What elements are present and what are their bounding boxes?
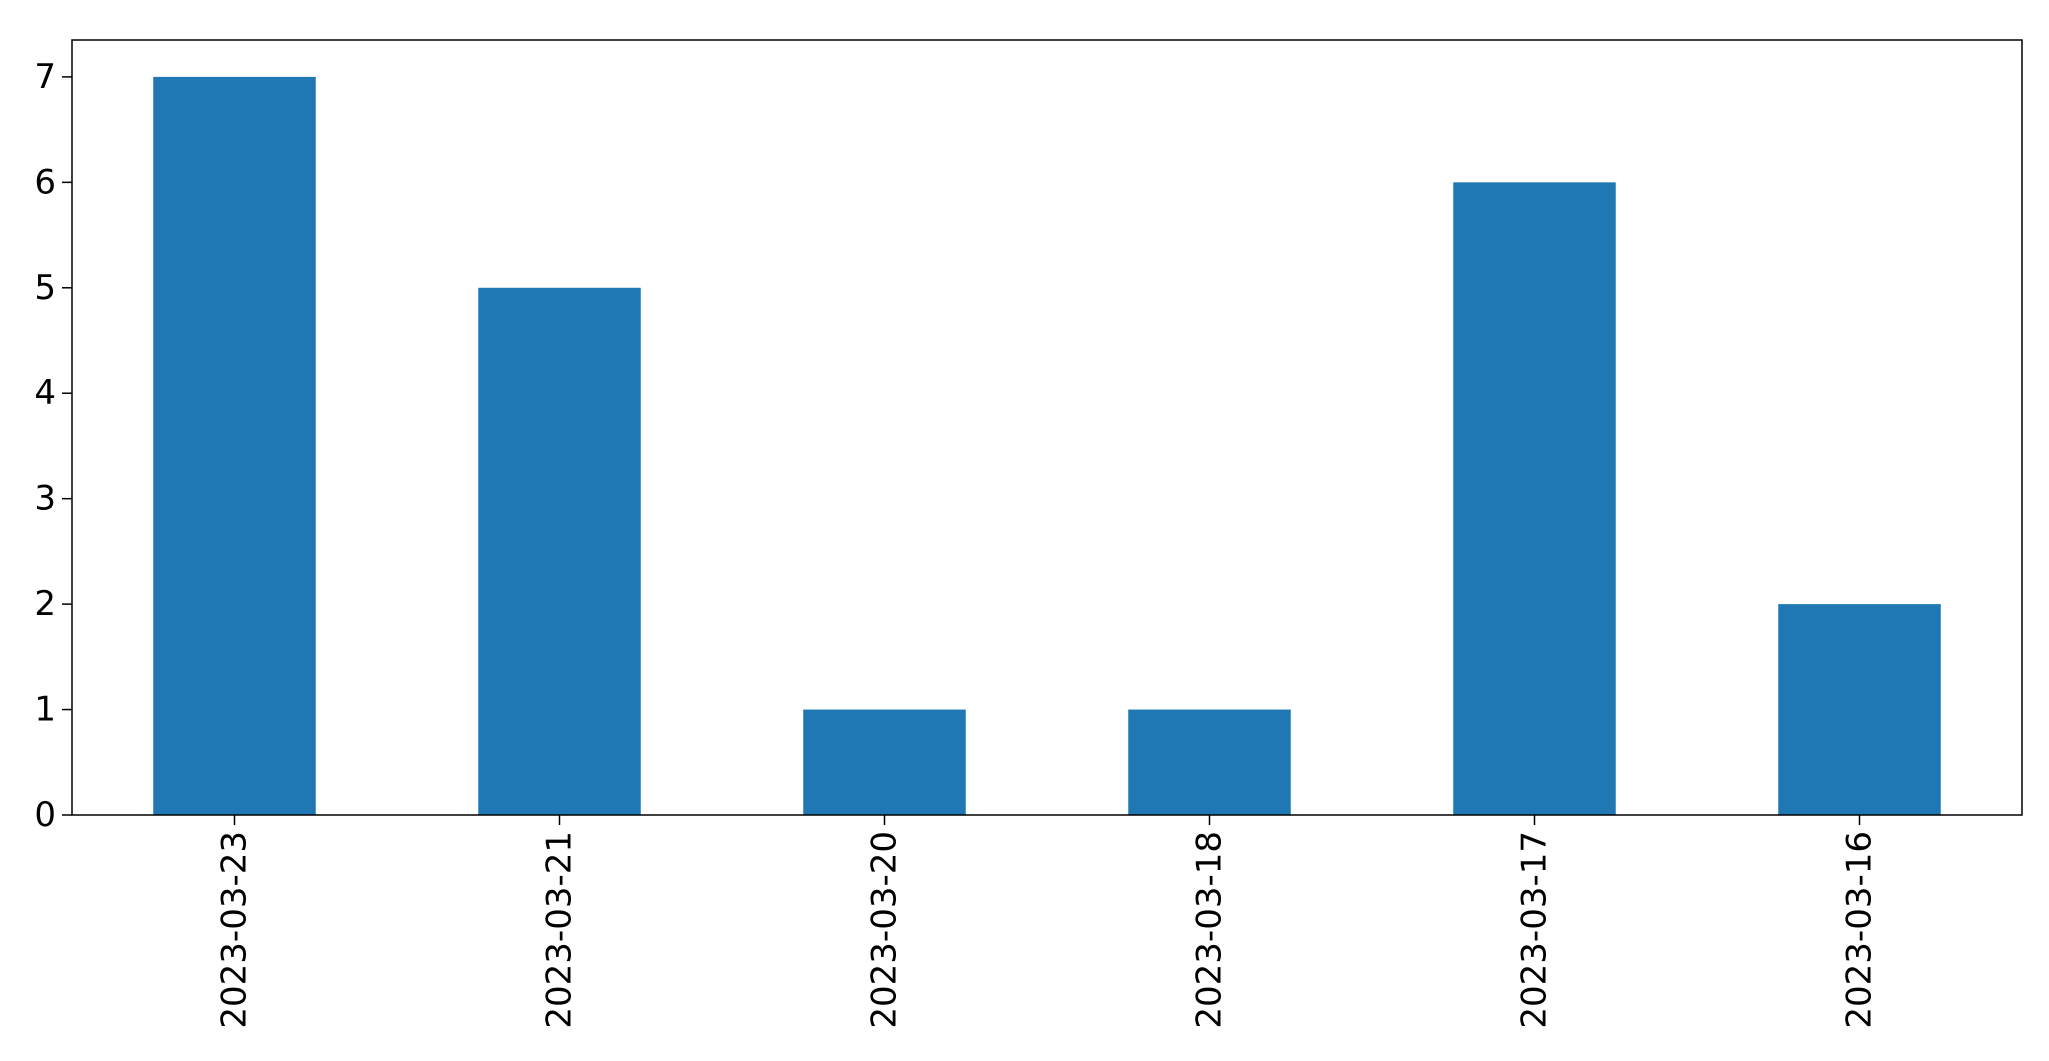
bar-2023-03-21 [478,287,641,815]
x-tick-label: 2023-03-23 [215,831,255,1029]
y-tick-label: 5 [34,268,56,308]
x-axis: 2023-03-23 2023-03-21 2023-03-20 2023-03-18… [215,815,1880,1029]
y-axis: 0 1 2 3 4 5 6 7 [34,57,72,835]
y-tick-label: 7 [34,57,56,97]
bars-layer [153,76,1941,816]
y-tick-label: 4 [34,373,56,413]
y-tick-label: 3 [34,479,56,519]
bar-2023-03-16 [1778,604,1941,815]
x-tick-label: 2023-03-21 [540,831,580,1029]
plot-frame [71,39,2023,816]
y-tick-label: 2 [34,584,56,624]
y-tick-label: 0 [34,795,56,835]
x-tick-label: 2023-03-20 [865,831,905,1029]
bar-2023-03-23 [153,76,316,815]
x-tick-label: 2023-03-16 [1840,831,1880,1029]
bar-2023-03-20 [803,709,966,815]
x-tick-label: 2023-03-18 [1190,831,1230,1029]
bar-2023-03-17 [1453,182,1616,816]
y-tick-label: 6 [34,162,56,202]
bar-2023-03-18 [1128,709,1291,815]
x-tick-label: 2023-03-17 [1515,831,1555,1029]
y-tick-label: 1 [34,690,56,730]
